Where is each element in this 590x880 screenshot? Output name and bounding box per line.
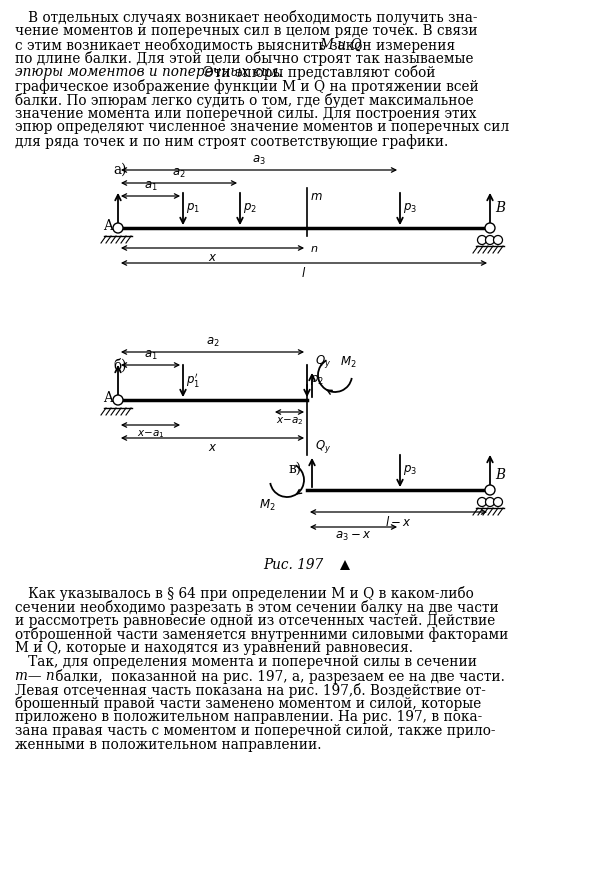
Text: В отдельных случаях возникает необходимость получить зна-: В отдельных случаях возникает необходимо… xyxy=(15,10,477,25)
Text: $l$: $l$ xyxy=(301,266,307,280)
Circle shape xyxy=(477,497,487,507)
Text: $Q_y$: $Q_y$ xyxy=(315,353,331,370)
Text: $p_1$: $p_1$ xyxy=(186,201,200,215)
Circle shape xyxy=(493,497,503,507)
Text: чение моментов и поперечных сил в целом ряде точек. В связи: чение моментов и поперечных сил в целом … xyxy=(15,24,478,38)
Text: $x{-}a_1$: $x{-}a_1$ xyxy=(137,428,164,440)
Text: М и Q, которые и находятся из уравнений равновесия.: М и Q, которые и находятся из уравнений … xyxy=(15,642,413,656)
Text: $n$: $n$ xyxy=(310,244,318,254)
Text: A: A xyxy=(103,219,113,233)
Circle shape xyxy=(485,485,495,495)
Text: в): в) xyxy=(289,462,302,476)
Text: B: B xyxy=(495,468,505,482)
Text: Как указывалось в § 64 при определении М и Q в каком-либо: Как указывалось в § 64 при определении М… xyxy=(15,586,474,601)
Text: $a_2$: $a_2$ xyxy=(172,167,186,180)
Text: $a_3$: $a_3$ xyxy=(252,154,266,167)
Text: б): б) xyxy=(113,358,126,372)
Text: Так, для определения момента и поперечной силы в сечении: Так, для определения момента и поперечно… xyxy=(15,655,477,669)
Text: сечении необходимо разрезать в этом сечении балку на две части: сечении необходимо разрезать в этом сече… xyxy=(15,600,499,615)
Text: приложено в положительном направлении. На рис. 197, в пока-: приложено в положительном направлении. Н… xyxy=(15,710,482,724)
Text: отброшенной части заменяется внутренними силовыми факторами: отброшенной части заменяется внутренними… xyxy=(15,627,509,642)
Text: эпюры моментов и поперечных сил.: эпюры моментов и поперечных сил. xyxy=(15,65,283,79)
Text: m— n: m— n xyxy=(15,669,55,683)
Text: $p_3$: $p_3$ xyxy=(403,463,417,477)
Text: Левая отсеченная часть показана на рис. 197,б. Воздействие от-: Левая отсеченная часть показана на рис. … xyxy=(15,683,486,698)
Text: женными в положительном направлении.: женными в положительном направлении. xyxy=(15,737,322,752)
Text: $m$: $m$ xyxy=(310,190,323,203)
Text: зана правая часть с моментом и поперечной силой, также прило-: зана правая часть с моментом и поперечно… xyxy=(15,724,496,738)
Text: $a_3 - x$: $a_3 - x$ xyxy=(335,530,372,543)
Text: $a_1$: $a_1$ xyxy=(143,180,158,193)
Circle shape xyxy=(113,395,123,405)
Text: Эти эпюры представляют собой: Эти эпюры представляют собой xyxy=(199,65,435,80)
Text: М и Q: М и Q xyxy=(319,38,362,52)
Text: по длине балки. Для этой цели обычно строят так называемые: по длине балки. Для этой цели обычно стр… xyxy=(15,51,474,66)
Text: $l - x$: $l - x$ xyxy=(385,515,412,529)
Text: $M_2$: $M_2$ xyxy=(340,355,356,370)
Circle shape xyxy=(477,236,487,245)
Text: $p_2$: $p_2$ xyxy=(243,201,257,215)
Text: Рис. 197: Рис. 197 xyxy=(263,558,327,572)
Text: $p_2$: $p_2$ xyxy=(310,373,324,387)
Text: $a_1$: $a_1$ xyxy=(143,348,158,362)
Text: $p_1'$: $p_1'$ xyxy=(186,371,200,389)
Text: A: A xyxy=(103,391,113,405)
Text: балки. По эпюрам легко судить о том, где будет максимальное: балки. По эпюрам легко судить о том, где… xyxy=(15,92,474,107)
Text: $x{-}a_2$: $x{-}a_2$ xyxy=(276,415,304,427)
Text: $Q_y$: $Q_y$ xyxy=(315,438,331,455)
Circle shape xyxy=(486,236,494,245)
Text: $x$: $x$ xyxy=(208,441,217,454)
Polygon shape xyxy=(340,560,350,570)
Text: и рассмотреть равновесие одной из отсеченных частей. Действие: и рассмотреть равновесие одной из отсече… xyxy=(15,613,495,627)
Text: $a_2$: $a_2$ xyxy=(206,336,219,349)
Text: эпюр определяют численное значение моментов и поперечных сил: эпюр определяют численное значение момен… xyxy=(15,121,509,135)
Text: для ряда точек и по ним строят соответствующие графики.: для ряда точек и по ним строят соответст… xyxy=(15,135,448,149)
Text: а): а) xyxy=(113,163,126,177)
Text: значение момента или поперечной силы. Для построения этих: значение момента или поперечной силы. Дл… xyxy=(15,106,476,121)
Circle shape xyxy=(485,223,495,233)
Text: $p_3$: $p_3$ xyxy=(403,201,417,215)
Text: $x$: $x$ xyxy=(208,251,217,264)
Text: B: B xyxy=(495,201,505,215)
Text: балки,  показанной на рис. 197, а, разрезаем ее на две части.: балки, показанной на рис. 197, а, разрез… xyxy=(51,669,505,684)
Text: графическое изображение функции М и Q на протяжении всей: графическое изображение функции М и Q на… xyxy=(15,79,478,94)
Text: $M_2$: $M_2$ xyxy=(259,498,276,513)
Text: с этим возникает необходимость выяснить закон измерения: с этим возникает необходимость выяснить … xyxy=(15,38,460,53)
Text: брошенный правой части заменено моментом и силой, которые: брошенный правой части заменено моментом… xyxy=(15,696,481,711)
Circle shape xyxy=(493,236,503,245)
Circle shape xyxy=(113,223,123,233)
Circle shape xyxy=(486,497,494,507)
